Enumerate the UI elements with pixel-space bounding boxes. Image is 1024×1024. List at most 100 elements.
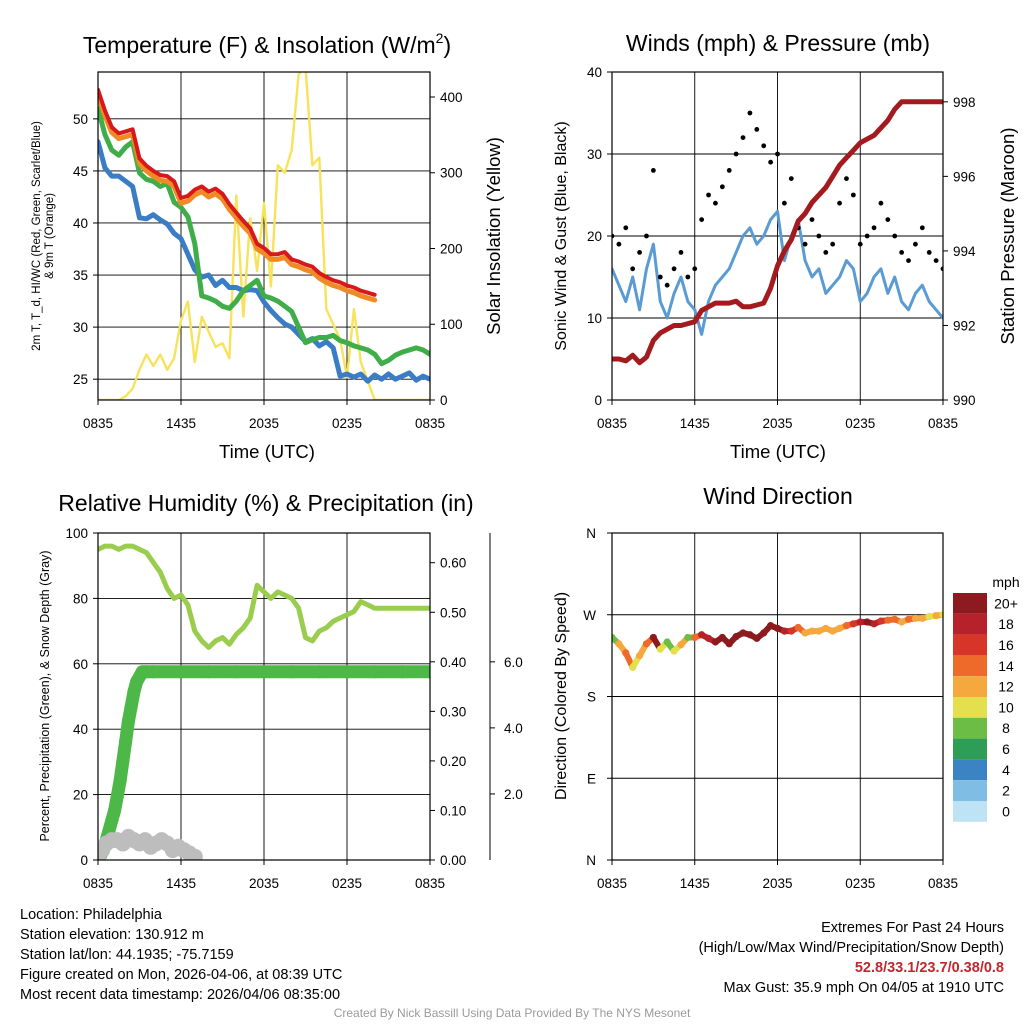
wind-direction-point	[815, 627, 823, 635]
wind-direction-point	[629, 663, 637, 672]
panel-3-xtick-label: 0835	[83, 876, 113, 891]
gust-point	[830, 241, 836, 247]
wind-direction-point	[732, 632, 740, 641]
panel-1-ytick-label: 40	[73, 216, 88, 231]
extremes-info: Extremes For Past 24 Hours (High/Low/Max…	[699, 918, 1004, 998]
wind-direction-point	[663, 638, 671, 646]
wind-direction-point	[773, 624, 782, 632]
gust-point	[692, 266, 698, 272]
gust-point	[678, 250, 684, 255]
wind-direction-point	[704, 634, 713, 642]
precipitation-point	[108, 803, 122, 817]
panel-1-xtick-label: 0835	[415, 416, 445, 431]
colorbar-label: 14	[998, 658, 1014, 674]
wind-direction-point	[904, 615, 913, 623]
panel-2-title: Winds (mph) & Pressure (mb)	[626, 30, 930, 56]
panel-2-ytick-label: 10	[587, 311, 602, 326]
panel-1-title-tail: )	[443, 32, 451, 58]
gust-point	[871, 225, 877, 231]
wind-direction-point	[939, 611, 943, 619]
panel-2-rtick-label: 998	[953, 95, 976, 110]
sonic-wind-line	[612, 209, 943, 336]
precipitation-point	[340, 665, 354, 679]
wind-direction-point	[746, 631, 754, 639]
gust-point	[919, 225, 925, 231]
wind-direction-point	[656, 645, 664, 653]
panel-3-rtick-label: 0.40	[440, 655, 466, 670]
panel-3-rtick-label: 0.30	[440, 704, 466, 719]
wind-direction-point	[767, 622, 775, 630]
colorbar-label: 6	[1002, 741, 1010, 757]
precipitation-point	[285, 665, 299, 679]
colorbar-swatch	[953, 593, 987, 614]
gust-point	[837, 200, 842, 206]
gust-point	[719, 184, 725, 190]
created-text: Figure created on Mon, 2026-04-06, at 08…	[20, 967, 343, 983]
latlon-text: Station lat/lon: 44.1935; -75.7159	[20, 947, 234, 963]
panel-3-xtick-label: 2035	[249, 876, 279, 891]
wind-direction-point	[739, 629, 747, 637]
precipitation-point	[116, 754, 130, 768]
panel-3-rtick-label: 0.20	[440, 754, 466, 769]
colorbar-label: 12	[998, 679, 1014, 695]
colorbar-label: 16	[998, 637, 1014, 653]
wind-direction-point	[698, 631, 706, 639]
precipitation-point	[119, 734, 133, 748]
wind-direction-point	[622, 649, 630, 657]
gust-point	[623, 225, 629, 231]
max-gust-text: Max Gust: 35.9 mph On 04/05 at 1910 UTC	[723, 980, 1004, 996]
gust-point	[637, 250, 642, 255]
precipitation-point	[257, 665, 271, 679]
station-pressure-line	[612, 99, 943, 366]
precipitation-point	[395, 665, 409, 679]
wind-direction-point	[877, 617, 885, 625]
gust-point	[850, 192, 856, 198]
windchill-line	[98, 139, 430, 384]
precipitation-point	[127, 685, 141, 699]
gust-point	[781, 200, 787, 206]
gust-point	[644, 233, 649, 239]
gust-point	[913, 241, 918, 247]
panel-4-xtick-label: 0235	[845, 876, 875, 891]
colorbar-label: 20+	[994, 595, 1018, 611]
wind-direction-point	[835, 624, 844, 632]
snow-axis-label: 4.0	[504, 721, 523, 736]
wind-direction-point	[677, 641, 685, 649]
location-text: Location: Philadelphia	[20, 907, 162, 923]
wind-direction-point	[891, 615, 899, 623]
panel-3-ytick-label: 60	[73, 657, 88, 672]
gust-point	[754, 126, 760, 132]
panel-3-rtick-label: 0.50	[440, 605, 466, 620]
wind-direction-point	[787, 627, 795, 635]
gust-point	[713, 200, 718, 206]
snow-depth-point	[186, 848, 203, 860]
panel-2-xtick-label: 0835	[597, 416, 627, 431]
temperature-9m-line	[98, 92, 378, 303]
wind-direction-point	[794, 623, 802, 632]
wind-direction-point	[801, 629, 809, 637]
panel-2-rtick-label: 994	[953, 244, 976, 259]
colorbar-swatch	[953, 738, 987, 760]
panel-1-xlabel: Time (UTC)	[219, 441, 315, 462]
precipitation-point	[423, 665, 430, 679]
panel-2-xtick-label: 0235	[845, 416, 875, 431]
precipitation-point	[202, 665, 216, 679]
gust-point	[664, 282, 670, 288]
panel-1-rtick-label: 0	[440, 393, 448, 408]
wind-direction-point	[932, 612, 940, 620]
colorbar-swatch	[953, 676, 987, 697]
gust-point	[823, 250, 829, 255]
panel-3-rtick-label: 0.10	[440, 803, 466, 818]
wind-direction-point	[918, 614, 926, 622]
panel-2-ytick-label: 20	[587, 229, 602, 244]
wind-direction-point	[684, 633, 692, 642]
wind-direction-point	[898, 618, 906, 626]
panel-4-direction-label: N	[586, 853, 596, 868]
gust-point	[775, 151, 780, 157]
panel-1-ytick-label: 45	[73, 164, 88, 179]
extremes-title: Extremes For Past 24 Hours	[821, 920, 1004, 936]
panel-4-xtick-label: 1435	[680, 876, 710, 891]
panel-3-xtick-label: 0235	[332, 876, 362, 891]
colorbar-label: 0	[1002, 803, 1010, 819]
panel-3-xtick-label: 0835	[415, 876, 445, 891]
